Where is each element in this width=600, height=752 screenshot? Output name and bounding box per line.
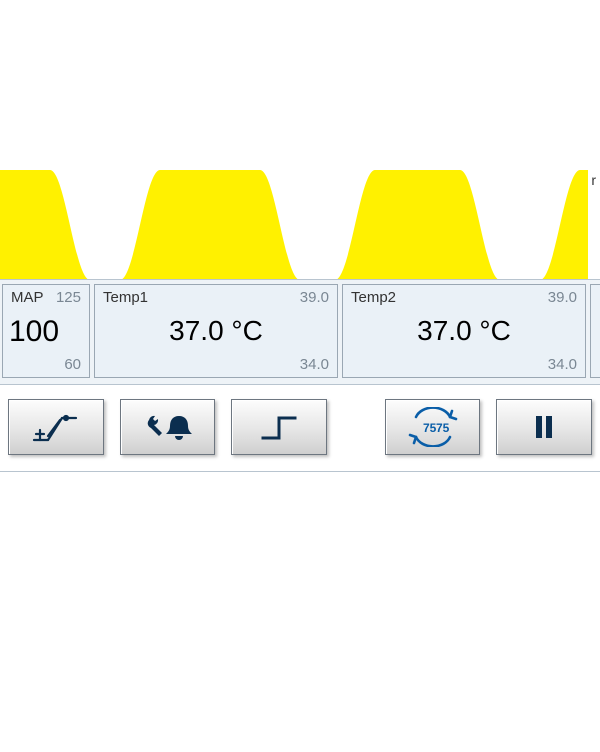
sensor-setup-button[interactable] bbox=[8, 399, 104, 455]
waveform-svg bbox=[0, 170, 588, 280]
tile-label: MAP bbox=[11, 289, 44, 306]
tile-hi-limit: 39.0 bbox=[300, 289, 329, 306]
tile-value: 37.0 °C bbox=[95, 315, 337, 347]
tile-lo-limit: 60 bbox=[64, 356, 81, 373]
wrench-bell-icon bbox=[139, 410, 195, 444]
toolbar-gap bbox=[343, 399, 369, 455]
waveform-divider bbox=[0, 279, 600, 280]
tile-lo-limit: 34.0 bbox=[300, 356, 329, 373]
tile-temp1[interactable]: Temp1 37.0 °C 39.0 34.0 bbox=[94, 284, 338, 378]
tile-partial bbox=[590, 284, 600, 378]
content-region: r MAP 100 125 60 Temp1 37.0 °C 39.0 34.0… bbox=[0, 170, 600, 472]
alarm-settings-button[interactable] bbox=[120, 399, 216, 455]
tile-hi-limit: 125 bbox=[56, 289, 81, 306]
step-icon bbox=[251, 410, 307, 444]
pause-icon bbox=[529, 412, 559, 442]
tile-hi-limit: 39.0 bbox=[548, 289, 577, 306]
waveform-area bbox=[0, 170, 600, 280]
tile-label: Temp2 bbox=[351, 289, 396, 306]
numeric-tiles-row: MAP 100 125 60 Temp1 37.0 °C 39.0 34.0 T… bbox=[0, 280, 600, 384]
tile-label: Temp1 bbox=[103, 289, 148, 306]
monitor-screen: r MAP 100 125 60 Temp1 37.0 °C 39.0 34.0… bbox=[0, 0, 600, 752]
swap-left-num: 75 bbox=[423, 421, 437, 435]
footer-separator bbox=[0, 471, 600, 472]
waveform-step-button[interactable] bbox=[231, 399, 327, 455]
waveform-strip: r bbox=[0, 170, 600, 280]
tile-lo-limit: 34.0 bbox=[548, 356, 577, 373]
tile-map[interactable]: MAP 100 125 60 bbox=[2, 284, 90, 378]
pause-button[interactable] bbox=[496, 399, 592, 455]
swap-right-num: 75 bbox=[436, 421, 450, 435]
swap-75-button[interactable]: 75 75 bbox=[385, 399, 481, 455]
waveform-unit-fragment: r bbox=[591, 172, 596, 188]
tile-value: 37.0 °C bbox=[343, 315, 585, 347]
sensor-icon bbox=[28, 410, 84, 444]
toolbar: 75 75 bbox=[0, 385, 600, 469]
tile-temp2[interactable]: Temp2 37.0 °C 39.0 34.0 bbox=[342, 284, 586, 378]
swap-icon: 75 75 bbox=[402, 407, 464, 447]
tile-value: 100 bbox=[9, 315, 59, 349]
